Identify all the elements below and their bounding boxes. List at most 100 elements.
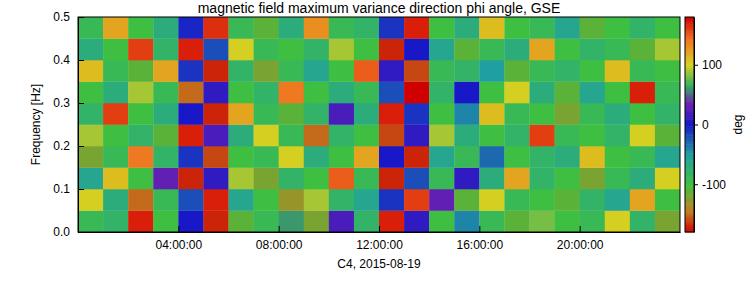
cell xyxy=(404,103,429,125)
cell xyxy=(404,60,429,82)
cell xyxy=(203,146,228,168)
cell xyxy=(279,60,304,82)
cell xyxy=(479,125,504,147)
cell xyxy=(530,103,555,125)
cell xyxy=(580,39,605,61)
cell xyxy=(630,39,655,61)
y-tick: 0.4 xyxy=(53,53,84,67)
cell xyxy=(630,211,655,233)
cell xyxy=(404,125,429,147)
cell xyxy=(605,17,630,39)
cell xyxy=(504,211,529,233)
cell xyxy=(504,168,529,190)
cell xyxy=(379,103,404,125)
cell xyxy=(254,211,279,233)
cell xyxy=(580,82,605,104)
cell xyxy=(128,39,153,61)
cell xyxy=(153,82,178,104)
cell xyxy=(605,168,630,190)
x-tick-label: 08:00:00 xyxy=(256,238,303,252)
cell xyxy=(329,168,354,190)
cell xyxy=(229,103,254,125)
cell xyxy=(605,39,630,61)
cell xyxy=(279,17,304,39)
cell xyxy=(404,168,429,190)
cell xyxy=(203,103,228,125)
cell xyxy=(630,146,655,168)
cell xyxy=(429,189,454,211)
cell xyxy=(504,82,529,104)
cell xyxy=(78,39,103,61)
cell xyxy=(630,125,655,147)
cell xyxy=(530,39,555,61)
cell xyxy=(580,168,605,190)
cell xyxy=(354,103,379,125)
cell xyxy=(329,60,354,82)
cell xyxy=(254,146,279,168)
x-tick-mark xyxy=(379,226,380,232)
cell xyxy=(379,146,404,168)
cell xyxy=(354,82,379,104)
cell xyxy=(178,103,203,125)
cell xyxy=(78,82,103,104)
cell xyxy=(504,103,529,125)
cell xyxy=(555,211,580,233)
cell xyxy=(429,17,454,39)
cell xyxy=(304,82,329,104)
cell xyxy=(304,60,329,82)
cell xyxy=(229,82,254,104)
y-axis-line xyxy=(78,18,79,233)
colorbar-title: deg xyxy=(731,114,745,134)
cell xyxy=(454,17,479,39)
cell xyxy=(379,189,404,211)
cell xyxy=(354,168,379,190)
y-tick-label: 0.3 xyxy=(53,96,70,110)
cell xyxy=(78,17,103,39)
cell xyxy=(203,211,228,233)
cell xyxy=(128,189,153,211)
cell xyxy=(605,60,630,82)
cell xyxy=(279,39,304,61)
x-tick: 04:00:00 xyxy=(155,226,202,252)
cell xyxy=(329,82,354,104)
cell xyxy=(178,211,203,233)
cell xyxy=(429,146,454,168)
cell xyxy=(379,39,404,61)
cell xyxy=(354,60,379,82)
cell xyxy=(530,211,555,233)
cell xyxy=(279,211,304,233)
cell xyxy=(605,146,630,168)
y-tick-label: 0.5 xyxy=(53,10,70,24)
x-axis-title: C4, 2015-08-19 xyxy=(337,257,421,271)
cell xyxy=(128,125,153,147)
cell xyxy=(530,125,555,147)
cell xyxy=(203,60,228,82)
cell xyxy=(404,39,429,61)
colorbar-tick-label: 0 xyxy=(702,118,709,132)
x-axis-line xyxy=(79,232,681,233)
cell xyxy=(605,125,630,147)
cell xyxy=(605,82,630,104)
y-tick-mark xyxy=(78,60,84,61)
plot-area xyxy=(78,17,680,232)
cell xyxy=(454,82,479,104)
colorbar-frame xyxy=(685,17,694,232)
cell xyxy=(254,103,279,125)
cell xyxy=(530,60,555,82)
cell xyxy=(78,211,103,233)
cell xyxy=(103,39,128,61)
cell xyxy=(128,82,153,104)
cell xyxy=(178,60,203,82)
cell xyxy=(454,103,479,125)
cell xyxy=(103,125,128,147)
cell xyxy=(429,82,454,104)
cell xyxy=(178,17,203,39)
cell xyxy=(580,17,605,39)
title: magnetic field maximum variance directio… xyxy=(198,0,561,16)
cell xyxy=(479,39,504,61)
cell xyxy=(479,146,504,168)
cell xyxy=(153,168,178,190)
cell xyxy=(229,60,254,82)
cell xyxy=(329,39,354,61)
cell xyxy=(655,39,680,61)
